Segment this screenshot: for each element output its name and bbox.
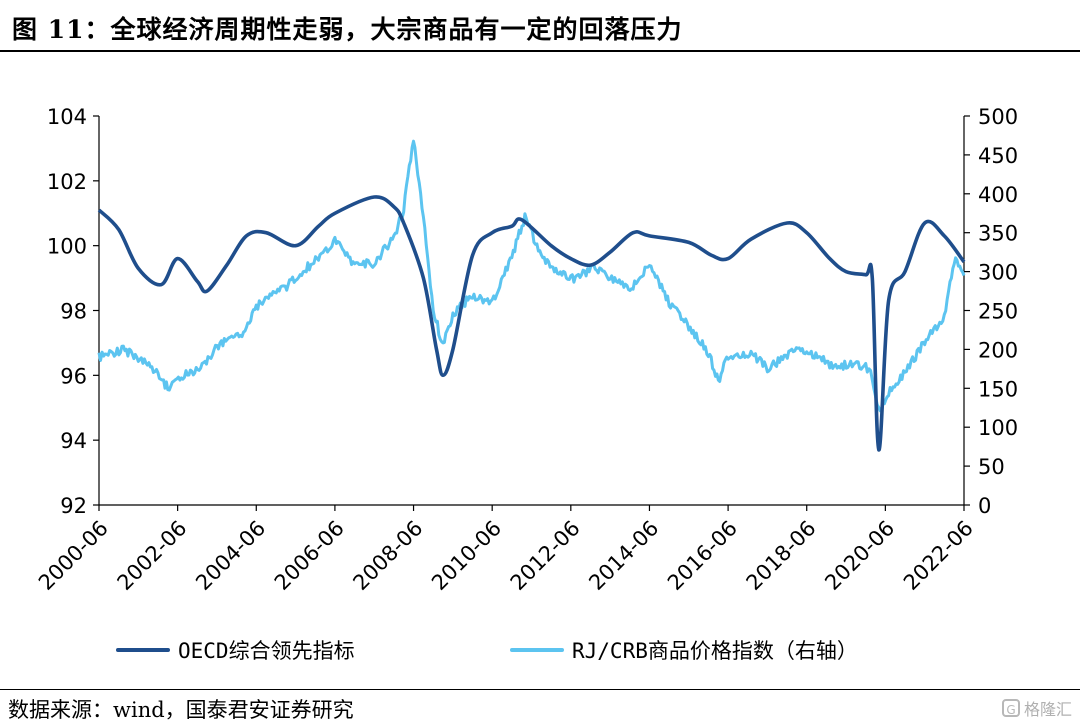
x-tick-label: 2012-06 xyxy=(506,516,585,595)
right-tick-label: 0 xyxy=(978,494,991,518)
right-tick-label: 350 xyxy=(978,222,1018,246)
right-tick-label: 100 xyxy=(978,416,1018,440)
watermark: G 格隆汇 xyxy=(1001,696,1072,720)
series-line-crb xyxy=(97,139,966,413)
x-tick-label: 2004-06 xyxy=(191,516,270,595)
x-tick-label: 2002-06 xyxy=(113,516,192,595)
series-line-oecd xyxy=(97,195,966,452)
chart: 92 94 96 98 100 102 104 0 50 100 150 200 250 300 350 40… xyxy=(34,105,1018,663)
x-tick-label: 2010-06 xyxy=(427,516,506,595)
left-tick-label: 92 xyxy=(60,494,87,518)
left-tick-label: 100 xyxy=(47,235,87,259)
right-tick-label: 150 xyxy=(978,377,1018,401)
legend-label-oecd: OECD综合领先指标 xyxy=(178,639,355,663)
x-tick-label: 2014-06 xyxy=(584,516,663,595)
source-divider xyxy=(0,689,1080,690)
x-tick-label: 2018-06 xyxy=(742,516,821,595)
watermark-logo-icon: G xyxy=(1001,699,1020,717)
right-tick-label: 250 xyxy=(978,300,1018,324)
chart-title: 图 11：全球经济周期性走弱，大宗商品有一定的回落压力 xyxy=(12,15,683,44)
x-tick-label: 2020-06 xyxy=(820,516,899,595)
legend-label-crb: RJ/CRB商品价格指数（右轴） xyxy=(572,639,858,663)
right-tick-label: 200 xyxy=(978,338,1018,362)
left-tick-label: 98 xyxy=(60,300,87,324)
left-tick-label: 94 xyxy=(60,429,87,453)
x-tick-label: 2008-06 xyxy=(348,516,427,595)
right-tick-label: 400 xyxy=(978,183,1018,207)
watermark-text: 格隆汇 xyxy=(1023,700,1072,719)
x-tick-label: 2016-06 xyxy=(663,516,742,595)
right-tick-label: 450 xyxy=(978,144,1018,168)
x-tick-label: 2022-06 xyxy=(899,516,978,595)
series-layer xyxy=(97,139,966,452)
legend: OECD综合领先指标 RJ/CRB商品价格指数（右轴） xyxy=(116,639,858,663)
left-tick-label: 96 xyxy=(60,364,87,388)
left-tick-label: 104 xyxy=(47,105,87,129)
x-tick-label: 2000-06 xyxy=(34,516,113,595)
right-tick-label: 300 xyxy=(978,261,1018,285)
right-tick-label: 500 xyxy=(978,105,1018,129)
source-note: 数据来源：wind，国泰君安证券研究 xyxy=(8,698,354,722)
axes: 92 94 96 98 100 102 104 0 50 100 150 200 250 300 350 40… xyxy=(34,105,1018,595)
x-tick-label: 2006-06 xyxy=(270,516,349,595)
left-tick-label: 102 xyxy=(47,170,87,194)
title-divider xyxy=(0,50,1080,52)
right-tick-label: 50 xyxy=(978,455,1005,479)
